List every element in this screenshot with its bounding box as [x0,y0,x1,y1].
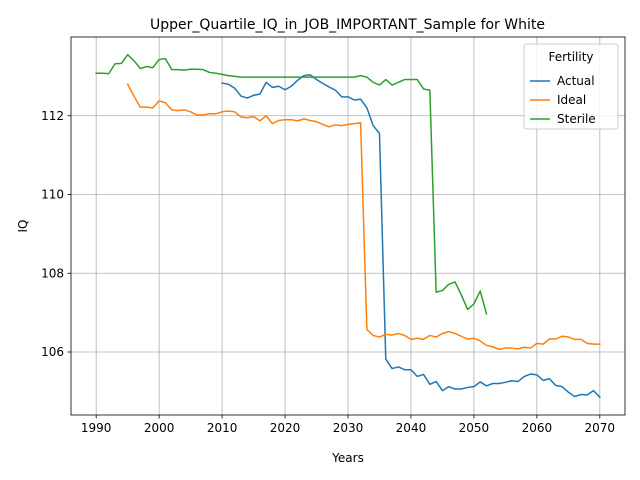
legend-label-actual: Actual [557,74,595,88]
y-tick-label: 108 [41,266,64,280]
series-line-actual [221,74,601,399]
series-line-ideal [126,83,601,350]
x-tick-label: 2070 [585,421,616,435]
legend-label-sterile: Sterile [557,112,596,126]
legend-label-ideal: Ideal [557,93,586,107]
x-tick-label: 2010 [207,421,238,435]
legend-box [523,43,619,130]
y-tick-label: 106 [41,345,64,359]
y-axis-label: IQ [16,220,30,233]
x-tick-label: 1990 [81,421,112,435]
legend-items: Actual Ideal Sterile [530,74,596,126]
chart-title: Upper_Quartile_IQ_in_JOB_IMPORTANT_Sampl… [150,17,545,33]
y-axis-ticks: 106 108 110 112 [41,109,71,359]
legend-title: Fertility [548,50,593,64]
x-tick-label: 2050 [459,421,490,435]
x-axis-ticks: 1990 2000 2010 2020 2030 2040 2050 2060 2070 [81,415,615,435]
x-tick-label: 2060 [522,421,553,435]
series-lines [95,53,601,399]
y-tick-label: 112 [41,109,64,123]
x-tick-label: 2040 [396,421,427,435]
series-line-sterile [95,53,488,315]
x-tick-label: 2020 [270,421,301,435]
x-tick-label: 2000 [144,421,175,435]
x-tick-label: 2030 [333,421,364,435]
legend: Fertility Actual Ideal Sterile [523,43,619,130]
y-tick-label: 110 [41,188,64,202]
x-axis-label: Years [331,451,364,465]
